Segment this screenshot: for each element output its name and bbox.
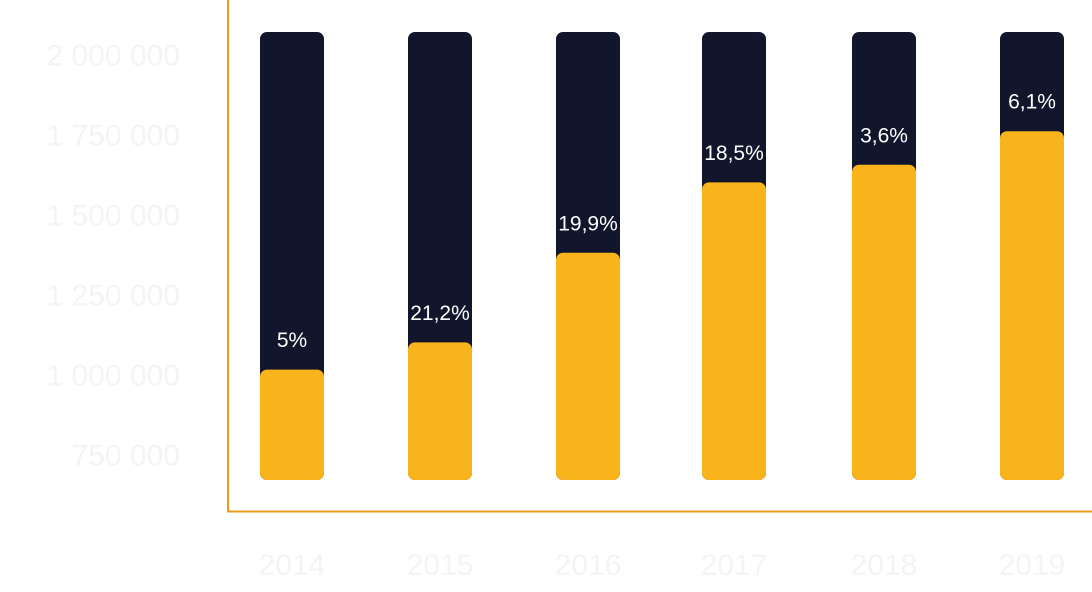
y-tick-label: 1 500 000 bbox=[47, 200, 180, 233]
growth-label: 3,6% bbox=[860, 124, 908, 147]
x-tick-label: 2015 bbox=[407, 549, 474, 582]
bar bbox=[408, 342, 472, 480]
x-tick-label: 2018 bbox=[851, 549, 918, 582]
growth-label: 5% bbox=[277, 329, 307, 352]
bars: 5% 21,2% 19,9% 18,5% 3,6% 6,1% bbox=[260, 32, 1064, 481]
bar bbox=[556, 252, 620, 480]
bar-group: 18,5% bbox=[702, 32, 766, 480]
bar-group: 5% bbox=[260, 32, 324, 480]
y-tick-label: 750 000 bbox=[72, 440, 180, 473]
growth-label: 6,1% bbox=[1008, 91, 1056, 114]
bar bbox=[1000, 131, 1064, 480]
growth-label: 18,5% bbox=[704, 142, 764, 165]
y-tick-label: 1 750 000 bbox=[47, 120, 180, 153]
x-tick-label: 2014 bbox=[259, 549, 326, 582]
bar bbox=[852, 164, 916, 481]
growth-label: 21,2% bbox=[410, 302, 470, 325]
y-axis-tick-labels: 2 000 000 1 750 000 1 500 000 1 250 000 1 00… bbox=[47, 40, 180, 473]
bar-group: 19,9% bbox=[556, 32, 620, 480]
x-tick-label: 2019 bbox=[999, 549, 1066, 582]
x-tick-label: 2017 bbox=[701, 549, 768, 582]
x-tick-label: 2016 bbox=[555, 549, 622, 582]
axis-line bbox=[227, 0, 1092, 513]
y-tick-label: 1 250 000 bbox=[47, 280, 180, 313]
bar bbox=[702, 182, 766, 480]
y-tick-label: 1 000 000 bbox=[47, 360, 180, 393]
x-axis-tick-labels: 2014 2015 2016 2017 2018 2019 bbox=[259, 549, 1066, 582]
bar bbox=[260, 369, 324, 480]
bar-group: 3,6% bbox=[852, 32, 916, 481]
bar-track bbox=[260, 32, 324, 480]
growth-label: 19,9% bbox=[558, 212, 618, 235]
y-tick-label: 2 000 000 bbox=[47, 40, 180, 73]
bar-group: 21,2% bbox=[408, 32, 472, 480]
bar-group: 6,1% bbox=[1000, 32, 1064, 480]
